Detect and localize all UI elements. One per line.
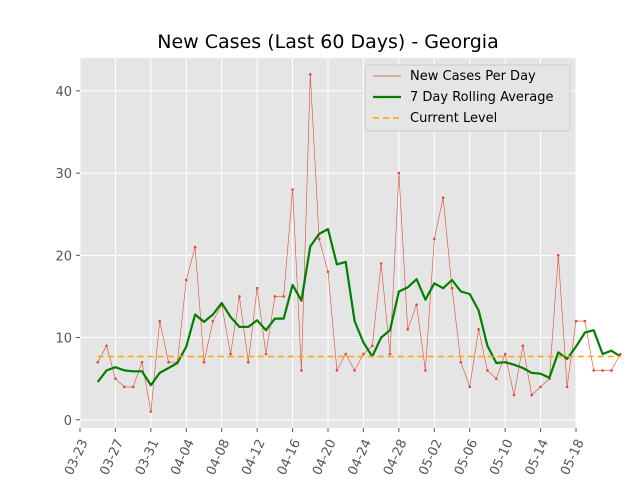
data-point (370, 344, 374, 348)
data-point (264, 352, 268, 356)
data-point (530, 393, 534, 397)
data-point (521, 344, 525, 348)
x-tick-label: 05-06 (452, 437, 482, 478)
data-point (574, 319, 578, 323)
data-point (96, 360, 100, 364)
data-point (114, 377, 117, 380)
data-point (131, 385, 135, 389)
x-tick-label: 05-14 (523, 437, 553, 478)
data-point (565, 385, 569, 389)
data-point (282, 295, 286, 298)
data-point (379, 262, 383, 265)
data-point (300, 369, 303, 372)
data-point (105, 344, 108, 348)
y-tick-label: 10 (55, 332, 72, 347)
data-point (450, 286, 454, 290)
chart-title: New Cases (Last 60 Days) - Georgia (157, 31, 498, 53)
legend-label: New Cases Per Day (410, 69, 536, 84)
data-point (424, 369, 427, 372)
data-point (432, 237, 436, 241)
x-tick-label: 04-08 (204, 437, 234, 478)
x-tick-label: 04-28 (381, 437, 411, 478)
data-point (140, 360, 144, 364)
data-point (610, 369, 613, 372)
series-line-1 (96, 227, 621, 387)
data-point (477, 328, 480, 331)
x-tick-label: 04-12 (239, 437, 269, 478)
data-point (255, 286, 259, 290)
x-tick-label: 04-24 (345, 437, 375, 478)
legend-label: 7 Day Rolling Average (410, 90, 553, 105)
grid-lines (79, 58, 577, 428)
x-tick-label: 03-27 (97, 437, 127, 478)
x-tick-label: 03-23 (62, 437, 92, 478)
data-point (158, 319, 162, 323)
y-tick-label: 20 (55, 249, 72, 264)
x-tick-label: 05-10 (487, 437, 517, 478)
data-point (362, 352, 365, 356)
y-tick-label: 30 (55, 167, 72, 182)
x-tick-label: 04-04 (168, 437, 198, 478)
data-point (406, 328, 410, 331)
y-tick-label: 0 (64, 414, 72, 429)
y-tick-label: 40 (55, 85, 72, 100)
x-tick-label: 05-18 (558, 437, 588, 478)
data-point (184, 278, 188, 282)
data-point (468, 385, 472, 389)
data-point (238, 295, 241, 298)
legend-label: Current Level (410, 111, 497, 126)
data-point (344, 352, 348, 356)
x-tick-label: 03-31 (133, 437, 163, 478)
x-tick-label: 05-02 (416, 437, 446, 478)
data-point (193, 245, 197, 249)
data-point (317, 237, 321, 241)
series-layer (96, 73, 622, 413)
data-point (601, 369, 604, 372)
data-point (583, 319, 587, 323)
data-point (122, 385, 126, 389)
series-line-0 (97, 74, 621, 412)
data-point (273, 295, 277, 298)
data-point (592, 369, 596, 372)
data-point (539, 385, 542, 389)
data-point (459, 360, 463, 364)
data-point (335, 369, 339, 372)
data-point (246, 360, 250, 364)
data-point (415, 303, 418, 306)
data-point (291, 188, 294, 191)
data-point (229, 352, 232, 356)
legend-box (364, 64, 571, 132)
x-tick-label: 04-20 (310, 437, 340, 478)
data-point (211, 319, 215, 323)
data-point (503, 352, 507, 356)
data-point (326, 270, 330, 274)
data-point (556, 254, 560, 257)
data-point (308, 73, 312, 76)
data-point (512, 393, 516, 397)
legend: New Cases Per Day 7 Day Rolling Average Cu… (364, 64, 571, 132)
data-point (353, 369, 356, 372)
data-point (397, 171, 401, 175)
data-point (618, 352, 622, 356)
data-point (494, 377, 498, 380)
data-point (167, 360, 170, 364)
data-point (441, 196, 445, 200)
data-point (486, 369, 489, 372)
data-point (388, 352, 392, 356)
x-tick-label: 04-16 (275, 437, 305, 478)
data-point (149, 410, 153, 413)
data-point (202, 360, 206, 364)
